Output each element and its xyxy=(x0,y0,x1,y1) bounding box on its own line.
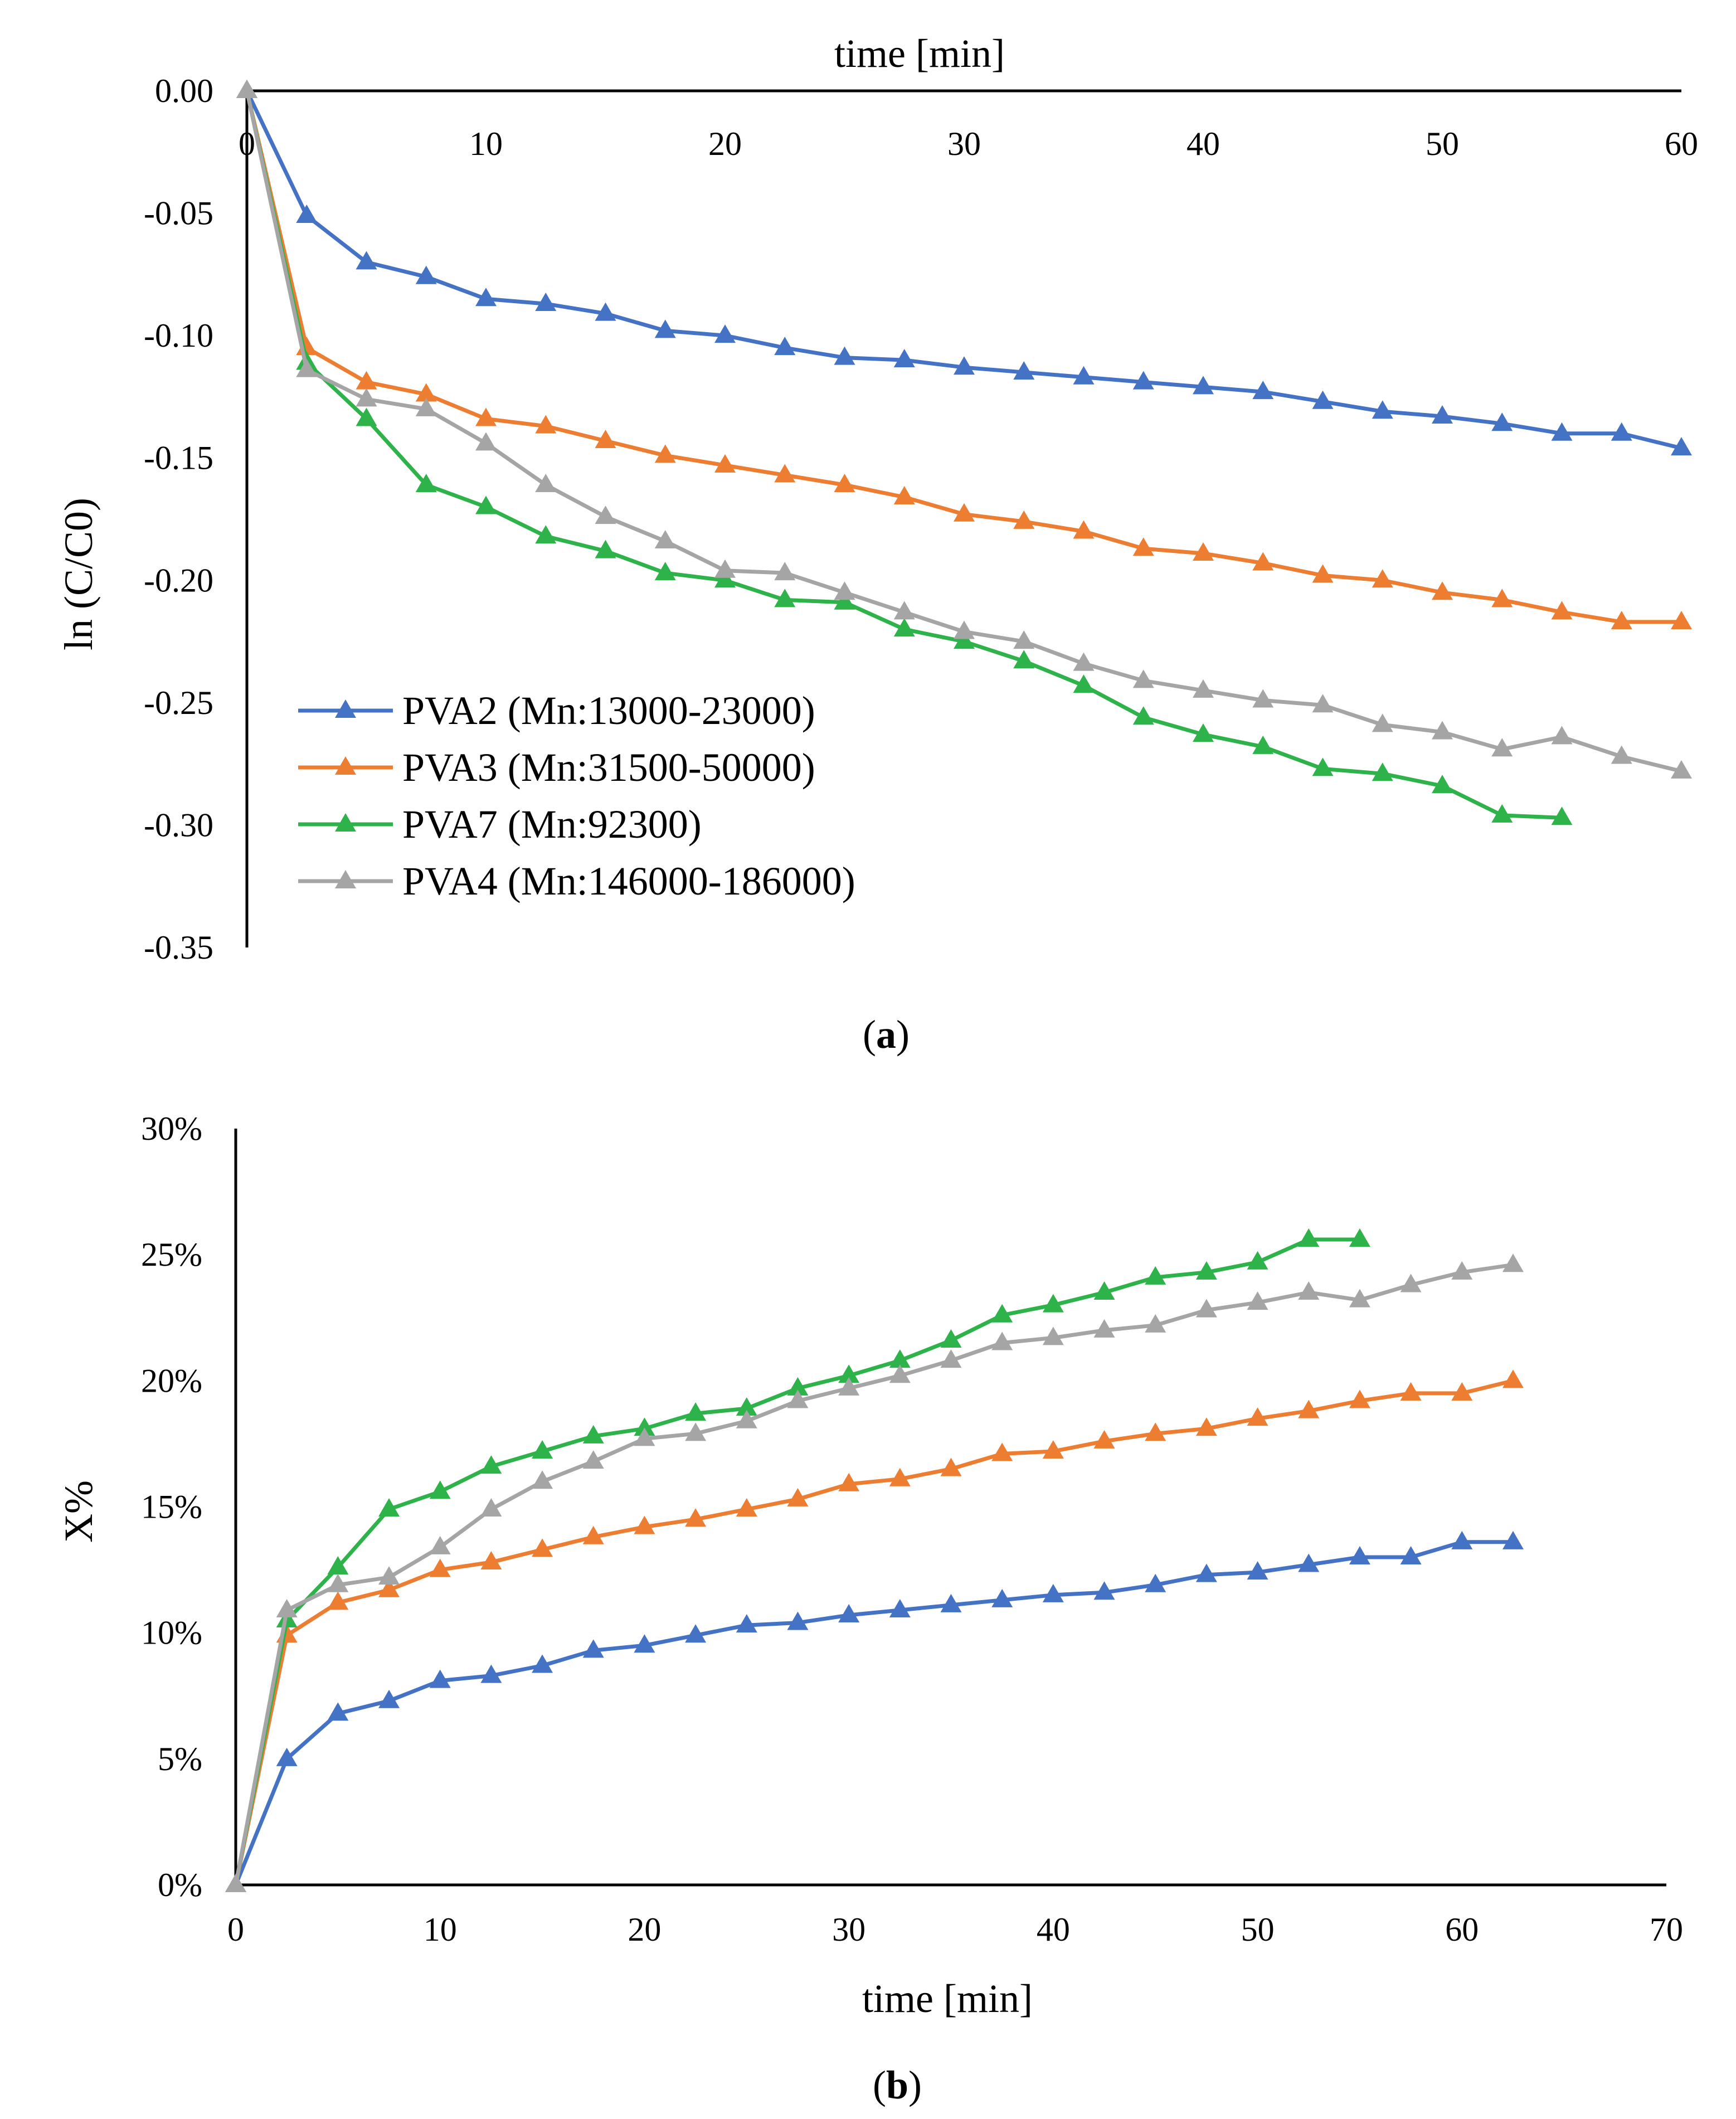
chart-a-y-axis-title: ln (C/C0) xyxy=(56,498,101,650)
chart-b-x-tick-label: 60 xyxy=(1445,1911,1479,1948)
chart-b-point-pva4 xyxy=(1298,1281,1319,1300)
chart-a-point-pva4 xyxy=(1552,726,1573,744)
chart-b-series-pva2 xyxy=(225,1531,1524,1892)
chart-b-point-pva2 xyxy=(1349,1546,1370,1564)
chart-a-x-tick-label: 50 xyxy=(1426,125,1459,162)
chart-b-y-axis-title: X% xyxy=(56,1480,101,1543)
chart-a-x-tick-label: 20 xyxy=(708,125,742,162)
chart-a: time [min] ln (C/C0) 0.00 -0.05 -0.10 -0.15… xyxy=(56,31,1698,1057)
chart-b-x-tick-label: 50 xyxy=(1241,1911,1275,1948)
chart-b-y-tick-label: 25% xyxy=(141,1236,202,1273)
chart-b-x-tick-label: 30 xyxy=(832,1911,865,1948)
chart-b-y-tick-label: 0% xyxy=(158,1867,202,1903)
chart-a-y-tick-label: -0.35 xyxy=(144,929,213,966)
legend-item-pva2: PVA2 (Mn:13000-23000) xyxy=(298,688,815,733)
chart-b-line-pva7 xyxy=(236,1240,1360,1885)
legend-label-pva4: PVA4 (Mn:146000-186000) xyxy=(402,859,855,903)
chart-b-series-pva7 xyxy=(225,1228,1370,1892)
chart-b-point-pva4 xyxy=(378,1566,400,1585)
legend-item-pva3: PVA3 (Mn:31500-50000) xyxy=(298,745,815,790)
chart-b-y-tick-label: 20% xyxy=(141,1362,202,1399)
chart-b-x-axis-title: time [min] xyxy=(862,1976,1033,2021)
chart-a-point-pva3 xyxy=(356,371,377,390)
chart-b-x-tick-label: 70 xyxy=(1650,1911,1683,1948)
chart-a-y-tick-label: -0.20 xyxy=(144,562,213,599)
chart-a-y-tick-label: -0.05 xyxy=(144,195,213,232)
chart-b-x-tick-label: 0 xyxy=(227,1911,244,1948)
chart-b-series-pva4 xyxy=(225,1253,1524,1892)
caption-a-letter: a xyxy=(876,1012,896,1057)
chart-a-y-tick-label: -0.10 xyxy=(144,317,213,354)
chart-a-x-tick-label: 0 xyxy=(239,125,255,162)
legend-item-pva7: PVA7 (Mn:92300) xyxy=(298,802,702,847)
chart-a-y-tick-label: -0.15 xyxy=(144,440,213,477)
chart-a-legend: PVA2 (Mn:13000-23000) PVA3 (Mn:31500-500… xyxy=(298,688,855,903)
chart-b-point-pva3 xyxy=(1502,1369,1524,1388)
chart-b-x-tick-label: 10 xyxy=(424,1911,457,1948)
chart-a-x-tick-label: 30 xyxy=(947,125,981,162)
chart-a-line-pva4 xyxy=(247,91,1681,771)
figure: time [min] ln (C/C0) 0.00 -0.05 -0.10 -0.15… xyxy=(0,0,1736,2119)
chart-b-y-ticks: 0% 5% 10% 15% 20% 25% 30% xyxy=(141,1110,202,1903)
chart-a-point-pva2 xyxy=(356,251,377,269)
caption-b: (b) xyxy=(873,2063,922,2107)
chart-a-x-tick-label: 60 xyxy=(1665,125,1698,162)
chart-b-point-pva4 xyxy=(430,1536,451,1554)
chart-b-point-pva4 xyxy=(225,1874,246,1892)
chart-a-y-tick-label: -0.25 xyxy=(144,684,213,721)
chart-b-line-pva3 xyxy=(236,1381,1513,1885)
chart-a-point-pva2 xyxy=(296,205,317,223)
chart-a-x-axis-title: time [min] xyxy=(834,31,1005,76)
chart-b-line-pva2 xyxy=(236,1542,1513,1885)
chart-a-series-pva4 xyxy=(236,80,1692,779)
chart-a-x-ticks: 0 10 20 30 40 50 60 xyxy=(239,125,1698,162)
chart-a-point-pva4 xyxy=(535,474,556,492)
chart-b-x-ticks: 0 10 20 30 40 50 60 70 xyxy=(227,1911,1683,1948)
chart-b-point-pva4 xyxy=(1502,1253,1524,1272)
chart-a-point-pva4 xyxy=(236,80,257,98)
chart-a-point-pva4 xyxy=(475,432,497,450)
chart-a-y-tick-label: 0.00 xyxy=(155,72,213,109)
caption-a: (a) xyxy=(863,1012,910,1057)
chart-a-x-tick-label: 40 xyxy=(1186,125,1220,162)
chart-b-series xyxy=(225,1228,1524,1892)
caption-b-letter: b xyxy=(886,2063,908,2107)
chart-a-y-tick-label: -0.30 xyxy=(144,806,213,843)
legend-label-pva3: PVA3 (Mn:31500-50000) xyxy=(402,745,815,790)
chart-a-y-ticks: 0.00 -0.05 -0.10 -0.15 -0.20 -0.25 -0.30 -0.35 xyxy=(144,72,213,966)
legend-label-pva2: PVA2 (Mn:13000-23000) xyxy=(402,688,815,733)
legend-item-pva4: PVA4 (Mn:146000-186000) xyxy=(298,859,855,903)
chart-b-y-tick-label: 30% xyxy=(141,1110,202,1147)
chart-b-x-tick-label: 40 xyxy=(1037,1911,1070,1948)
chart-b-y-tick-label: 15% xyxy=(141,1489,202,1525)
legend-label-pva7: PVA7 (Mn:92300) xyxy=(402,802,702,847)
chart-b-y-tick-label: 10% xyxy=(141,1615,202,1651)
chart-a-x-tick-label: 10 xyxy=(469,125,503,162)
chart-b-y-tick-label: 5% xyxy=(158,1741,202,1777)
chart-b: 0% 5% 10% 15% 20% 25% 30% 0 10 20 30 40 50 60 70 time… xyxy=(56,1110,1683,2107)
chart-b-x-tick-label: 20 xyxy=(628,1911,661,1948)
chart-b-series-pva3 xyxy=(225,1369,1524,1892)
